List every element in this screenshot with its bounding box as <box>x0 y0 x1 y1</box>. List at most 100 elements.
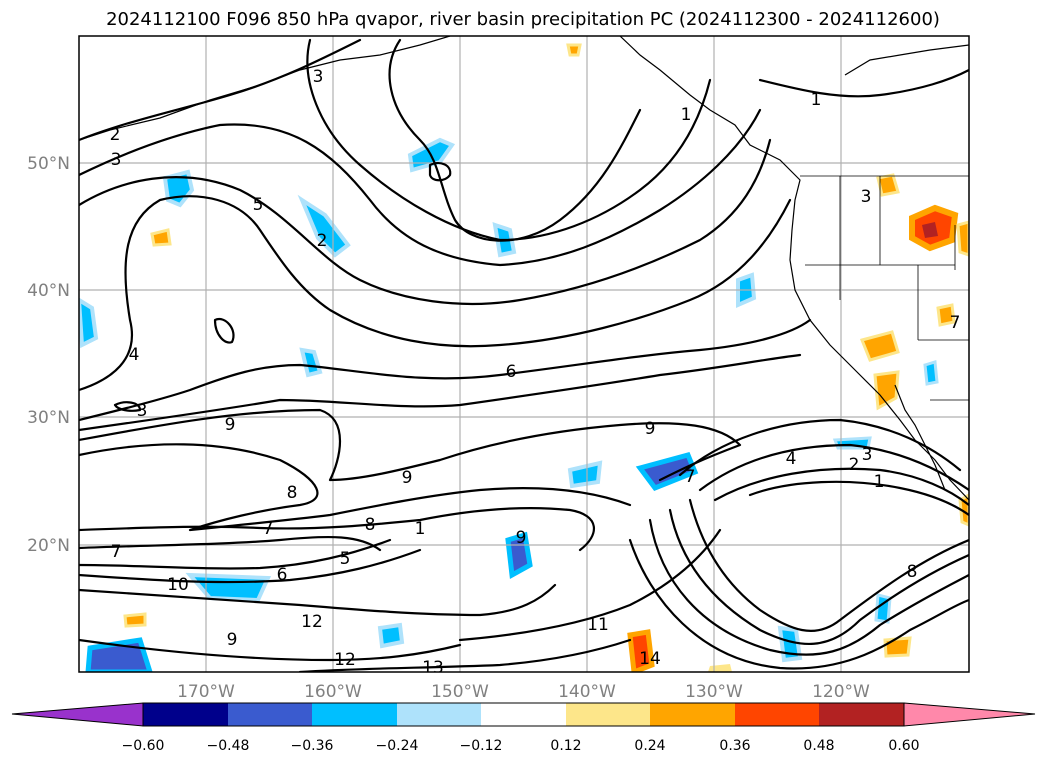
contour-1 <box>758 68 969 98</box>
contour-label: 2 <box>110 125 121 145</box>
colorbar-segment <box>735 703 819 726</box>
figure-title: 2024112100 F096 850 hPa qvapor, river ba… <box>106 9 940 30</box>
contour-label: 6 <box>277 565 288 585</box>
colorbar-tick: 0.36 <box>719 738 750 754</box>
colorbar-tick: 0.24 <box>634 738 665 754</box>
contour-label: 13 <box>422 658 444 678</box>
contour-label: 9 <box>402 468 413 488</box>
colorbar-tick: −0.12 <box>460 738 503 754</box>
pos-patch <box>627 629 655 672</box>
contour-label: 8 <box>287 483 298 503</box>
contour-label: 7 <box>111 542 122 562</box>
contour-9-south <box>79 506 596 552</box>
contour-trough-1 <box>678 418 962 477</box>
colorbar-segment <box>397 703 481 726</box>
lon-label: 140°W <box>558 682 616 702</box>
contour-label: 6 <box>506 362 517 382</box>
contour-9 <box>79 408 742 482</box>
colorbar-tick: 0.60 <box>888 738 919 754</box>
canada-coast <box>619 36 969 501</box>
lon-label: 120°W <box>812 682 870 702</box>
contour-label: 7 <box>685 467 696 487</box>
contour-label: 9 <box>225 415 236 435</box>
pos-patch <box>566 43 582 57</box>
contour-13 <box>298 638 632 672</box>
pos-patch <box>873 370 900 411</box>
lat-label: 30°N <box>27 408 70 428</box>
contour-trough-6 <box>668 508 969 646</box>
gridlines <box>79 36 969 672</box>
contour-trough-7 <box>648 518 969 656</box>
neg-patch <box>299 347 323 378</box>
contour-closed-1 <box>428 161 452 182</box>
contour-7-south <box>79 535 382 552</box>
contour-label: 14 <box>639 649 661 669</box>
contour-label: 8 <box>907 562 918 582</box>
lon-labels: 170°W 160°W 150°W 140°W 130°W 120°W <box>177 682 870 702</box>
contour-label: 12 <box>334 650 356 670</box>
contour-label: 1 <box>681 105 692 125</box>
colorbar-tick: 0.12 <box>550 738 581 754</box>
colorbar-segment <box>481 703 566 726</box>
colorbar-segment <box>312 703 397 726</box>
lon-label: 160°W <box>304 682 362 702</box>
contour-label: 3 <box>862 445 873 465</box>
contour-2-north <box>388 38 642 242</box>
pos-patch <box>123 612 147 628</box>
colorbar-tick: −0.48 <box>207 738 250 754</box>
contour-3 <box>79 108 762 267</box>
contour-label: 3 <box>861 187 872 207</box>
map-frame <box>78 35 970 673</box>
contour-11 <box>79 548 422 584</box>
contour-label: 5 <box>253 195 264 215</box>
colorbar-segment <box>566 703 650 726</box>
neg-patch <box>79 297 99 349</box>
neg-patch <box>635 452 699 492</box>
colorbar-segment <box>228 703 312 726</box>
contour-label: 7 <box>950 313 961 333</box>
lat-labels: 50°N 40°N 30°N 20°N <box>27 154 70 556</box>
colorbar-segment <box>819 703 904 726</box>
colorbar-tick: 0.48 <box>803 738 834 754</box>
contour-labels: 2 3 5 2 3 1 1 3 4 3 9 6 9 8 9 8 7 1 9 7 <box>110 67 961 678</box>
pos-patch <box>150 228 172 247</box>
contour-label: 3 <box>313 67 324 87</box>
contour-11-south <box>458 528 722 642</box>
contour-label: 11 <box>587 615 609 635</box>
contour-label: 10 <box>167 575 189 595</box>
contour-5 <box>79 138 772 305</box>
contour-label: 9 <box>227 630 238 650</box>
colorbar-extend-low <box>11 702 144 727</box>
neg-patch <box>923 360 939 386</box>
contour-trough-8 <box>628 538 969 670</box>
contour-6 <box>79 318 812 422</box>
contour-label: 7 <box>263 519 274 539</box>
contour-label: 3 <box>111 150 122 170</box>
contour-label: 9 <box>516 528 527 548</box>
contour-8 <box>79 443 632 532</box>
contour-label: 9 <box>645 419 656 439</box>
contour-label: 2 <box>317 231 328 251</box>
contour-label: 3 <box>137 401 148 421</box>
contour-12-south <box>79 638 462 662</box>
contour-label: 8 <box>365 515 376 535</box>
contour-2 <box>79 38 362 142</box>
contour-trough-4 <box>748 480 969 517</box>
colorbar-segment <box>650 703 735 726</box>
contour-10 <box>79 538 392 570</box>
contour-label: 1 <box>874 472 885 492</box>
contour-trough-2 <box>698 443 969 492</box>
map-panel: 2 3 5 2 3 1 1 3 4 3 9 6 9 8 9 8 7 1 9 7 <box>78 35 970 678</box>
contour-7 <box>79 353 802 432</box>
neg-patch <box>297 194 351 258</box>
contour-4 <box>79 195 792 392</box>
contour-label: 4 <box>786 449 797 469</box>
contour-12 <box>79 583 557 617</box>
lat-label: 20°N <box>27 536 70 556</box>
lat-label: 50°N <box>27 154 70 174</box>
pos-patch <box>883 636 912 658</box>
qvapor-contours <box>79 38 969 672</box>
colorbar-tick: −0.36 <box>291 738 334 754</box>
contour-label: 1 <box>811 90 822 110</box>
contour-closed-3 <box>113 401 142 412</box>
